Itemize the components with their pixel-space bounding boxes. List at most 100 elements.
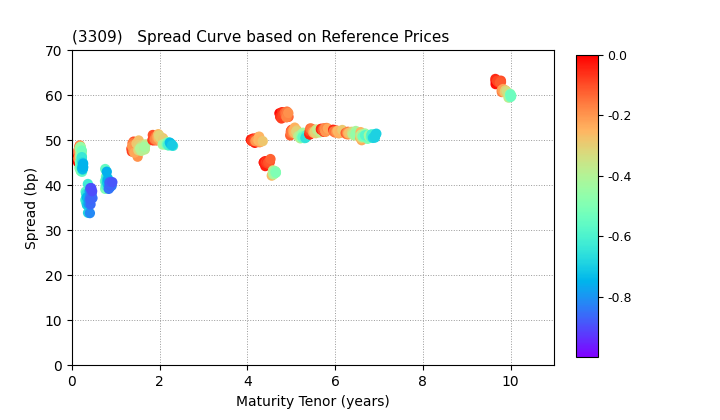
Point <box>261 160 273 166</box>
Point <box>127 146 139 152</box>
Point <box>264 158 276 165</box>
Point <box>135 146 147 152</box>
Point <box>165 140 176 147</box>
Text: (3309)   Spread Curve based on Reference Prices: (3309) Spread Curve based on Reference P… <box>72 30 449 45</box>
Point <box>81 201 93 207</box>
Point <box>346 130 358 136</box>
Point <box>76 155 88 162</box>
Point <box>74 144 86 151</box>
Point <box>315 126 327 132</box>
Point <box>287 129 298 135</box>
Point <box>297 133 308 139</box>
Point <box>261 158 272 165</box>
Point <box>101 168 112 175</box>
Point <box>365 134 377 140</box>
Point <box>286 131 297 137</box>
Point <box>104 180 115 186</box>
Point <box>75 163 86 170</box>
Point <box>73 148 85 155</box>
Point <box>310 128 321 135</box>
Point <box>152 137 163 144</box>
Point <box>251 138 262 145</box>
Point <box>308 130 320 136</box>
Point <box>281 110 292 117</box>
Point <box>291 129 302 136</box>
Point <box>102 178 113 184</box>
Point <box>365 133 377 140</box>
Point <box>317 127 328 134</box>
Point <box>305 127 317 134</box>
Point <box>490 81 501 87</box>
Point <box>496 87 508 94</box>
Point <box>75 151 86 158</box>
Point <box>369 134 381 141</box>
Point <box>84 210 96 216</box>
Point <box>354 134 366 141</box>
Point <box>103 182 114 189</box>
Point <box>102 176 114 183</box>
Point <box>498 89 510 95</box>
Point <box>99 186 111 192</box>
Point <box>309 129 320 136</box>
Point <box>76 154 87 160</box>
Point <box>308 127 320 134</box>
Point <box>103 178 114 185</box>
Point <box>84 188 96 194</box>
Point <box>355 129 366 136</box>
Point <box>75 144 86 150</box>
Point <box>164 139 176 146</box>
Point <box>498 88 509 95</box>
Point <box>75 168 86 174</box>
Point <box>152 135 163 142</box>
Point <box>369 133 380 140</box>
Point <box>300 132 312 139</box>
Point <box>73 165 85 171</box>
Point <box>350 128 361 134</box>
Point <box>100 183 112 189</box>
Point <box>136 143 148 150</box>
Point <box>161 141 172 148</box>
Point <box>360 133 372 139</box>
Point <box>366 134 377 141</box>
Point <box>290 130 302 137</box>
Point <box>310 129 322 135</box>
Point <box>254 139 266 146</box>
Point <box>163 139 175 146</box>
Point <box>285 128 297 134</box>
Point <box>76 152 87 159</box>
Point <box>491 78 503 84</box>
Point <box>293 132 305 139</box>
Point <box>264 159 275 166</box>
Point <box>151 136 163 143</box>
Point <box>73 147 85 154</box>
Point <box>104 182 115 189</box>
Point <box>317 127 328 134</box>
Point <box>280 111 292 118</box>
Point <box>75 162 86 169</box>
Point <box>100 179 112 186</box>
Point <box>76 168 88 175</box>
Point <box>151 134 163 141</box>
Point <box>153 133 165 139</box>
Point <box>359 130 371 137</box>
Point <box>286 127 297 134</box>
Point <box>291 127 302 134</box>
Point <box>101 182 112 189</box>
Point <box>74 145 86 152</box>
Point <box>251 137 262 144</box>
Point <box>80 196 91 202</box>
Point <box>308 129 320 136</box>
Point <box>297 134 309 141</box>
Point <box>104 182 116 189</box>
Point <box>82 195 94 202</box>
Point <box>101 175 112 182</box>
Point <box>135 145 146 152</box>
Point <box>494 79 505 86</box>
Point <box>320 125 331 131</box>
Point <box>149 136 161 142</box>
Point <box>500 87 511 94</box>
Point <box>102 176 114 183</box>
Point <box>262 160 274 166</box>
Point <box>101 178 112 185</box>
Point <box>268 171 279 178</box>
